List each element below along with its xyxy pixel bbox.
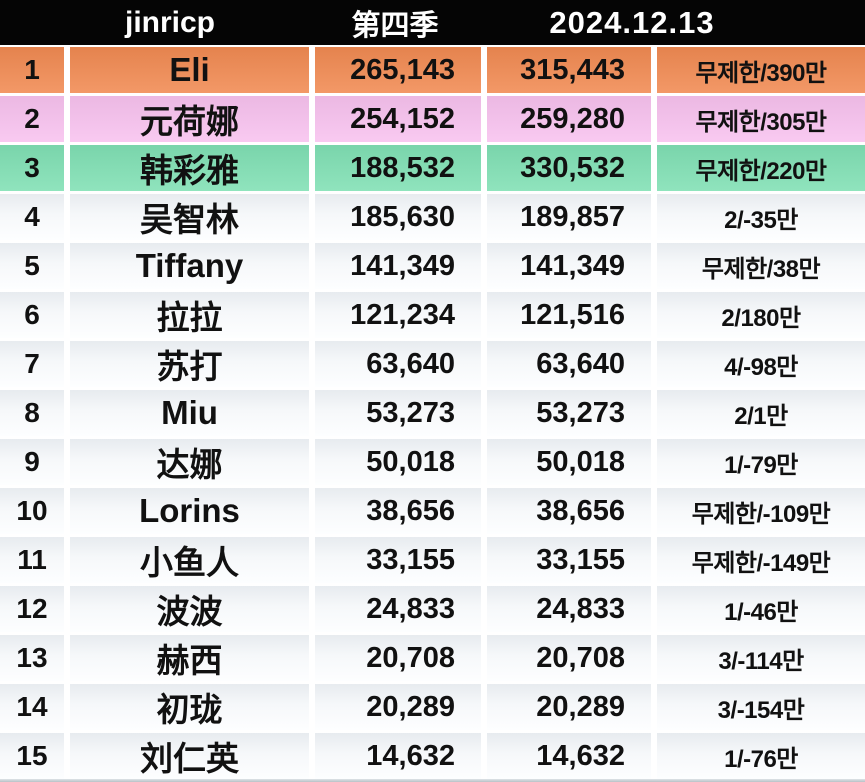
value2-cell: 315,443	[487, 47, 651, 93]
value1-cell: 265,143	[315, 47, 481, 93]
table-row: 12 波波 24,833 24,833 1/-46만	[0, 586, 865, 632]
table-row: 1 Eli 265,143 315,443 무제한/390만	[0, 47, 865, 93]
name-cell: 赫西	[70, 635, 309, 681]
table-row: 9 达娜 50,018 50,018 1/-79만	[0, 439, 865, 485]
quota-cell: 2/180만	[657, 292, 865, 338]
quota-cell: 무제한/390만	[657, 47, 865, 93]
value1-cell: 254,152	[315, 96, 481, 142]
value1-cell: 20,708	[315, 635, 481, 681]
table-bottom-edge	[0, 779, 865, 782]
value2-cell: 50,018	[487, 439, 651, 485]
value1-cell: 24,833	[315, 586, 481, 632]
table-row: 8 Miu 53,273 53,273 2/1만	[0, 390, 865, 436]
quota-cell: 무제한/38만	[657, 243, 865, 289]
table-row: 13 赫西 20,708 20,708 3/-114만	[0, 635, 865, 681]
table-row: 3 韩彩雅 188,532 330,532 무제한/220만	[0, 145, 865, 191]
name-cell: 韩彩雅	[70, 145, 309, 191]
value1-cell: 14,632	[315, 733, 481, 779]
value1-cell: 53,273	[315, 390, 481, 436]
value1-cell: 38,656	[315, 488, 481, 534]
value1-cell: 121,234	[315, 292, 481, 338]
table-header: jinricp 第四季 2024.12.13	[0, 0, 865, 45]
name-cell: 刘仁英	[70, 733, 309, 779]
name-cell: 达娜	[70, 439, 309, 485]
table-row: 15 刘仁英 14,632 14,632 1/-76만	[0, 733, 865, 779]
value1-cell: 185,630	[315, 194, 481, 240]
header-title: jinricp	[124, 5, 216, 39]
value1-cell: 20,289	[315, 684, 481, 730]
header-date: 2024.12.13	[549, 4, 715, 40]
quota-cell: 무제한/305만	[657, 96, 865, 142]
rank-cell: 9	[0, 439, 64, 485]
rank-cell: 13	[0, 635, 64, 681]
table-body: 1 Eli 265,143 315,443 무제한/390만 2 元荷娜 254…	[0, 45, 865, 779]
value2-cell: 20,289	[487, 684, 651, 730]
table-row: 4 吴智林 185,630 189,857 2/-35만	[0, 194, 865, 240]
quota-cell: 1/-76만	[657, 733, 865, 779]
value2-cell: 53,273	[487, 390, 651, 436]
value2-cell: 14,632	[487, 733, 651, 779]
table-row: 14 初珑 20,289 20,289 3/-154만	[0, 684, 865, 730]
value2-cell: 33,155	[487, 537, 651, 583]
name-cell: Tiffany	[70, 243, 309, 289]
quota-cell: 3/-114만	[657, 635, 865, 681]
value2-cell: 330,532	[487, 145, 651, 191]
quota-cell: 무제한/220만	[657, 145, 865, 191]
name-cell: 拉拉	[70, 292, 309, 338]
rank-cell: 2	[0, 96, 64, 142]
table-row: 5 Tiffany 141,349 141,349 무제한/38만	[0, 243, 865, 289]
rank-cell: 11	[0, 537, 64, 583]
value2-cell: 63,640	[487, 341, 651, 387]
table-row: 10 Lorins 38,656 38,656 무제한/-109만	[0, 488, 865, 534]
name-cell: Lorins	[70, 488, 309, 534]
table-row: 11 小鱼人 33,155 33,155 무제한/-149만	[0, 537, 865, 583]
value2-cell: 189,857	[487, 194, 651, 240]
name-cell: 元荷娜	[70, 96, 309, 142]
value1-cell: 33,155	[315, 537, 481, 583]
rank-cell: 4	[0, 194, 64, 240]
rank-cell: 15	[0, 733, 64, 779]
name-cell: 初珑	[70, 684, 309, 730]
rank-cell: 5	[0, 243, 64, 289]
rank-cell: 6	[0, 292, 64, 338]
value2-cell: 121,516	[487, 292, 651, 338]
name-cell: Miu	[70, 390, 309, 436]
name-cell: Eli	[70, 47, 309, 93]
value1-cell: 188,532	[315, 145, 481, 191]
table-row: 7 苏打 63,640 63,640 4/-98만	[0, 341, 865, 387]
quota-cell: 1/-79만	[657, 439, 865, 485]
quota-cell: 무제한/-109만	[657, 488, 865, 534]
rank-cell: 1	[0, 47, 64, 93]
name-cell: 吴智林	[70, 194, 309, 240]
value1-cell: 63,640	[315, 341, 481, 387]
rank-cell: 7	[0, 341, 64, 387]
value2-cell: 20,708	[487, 635, 651, 681]
rank-cell: 3	[0, 145, 64, 191]
header-season: 第四季	[351, 9, 439, 42]
quota-cell: 무제한/-149만	[657, 537, 865, 583]
quota-cell: 2/-35만	[657, 194, 865, 240]
quota-cell: 4/-98만	[657, 341, 865, 387]
quota-cell: 1/-46만	[657, 586, 865, 632]
table-row: 2 元荷娜 254,152 259,280 무제한/305만	[0, 96, 865, 142]
rank-cell: 14	[0, 684, 64, 730]
value2-cell: 259,280	[487, 96, 651, 142]
value1-cell: 50,018	[315, 439, 481, 485]
name-cell: 小鱼人	[70, 537, 309, 583]
quota-cell: 2/1만	[657, 390, 865, 436]
quota-cell: 3/-154만	[657, 684, 865, 730]
value2-cell: 38,656	[487, 488, 651, 534]
value2-cell: 141,349	[487, 243, 651, 289]
value2-cell: 24,833	[487, 586, 651, 632]
rank-cell: 10	[0, 488, 64, 534]
rank-cell: 8	[0, 390, 64, 436]
table-row: 6 拉拉 121,234 121,516 2/180만	[0, 292, 865, 338]
value1-cell: 141,349	[315, 243, 481, 289]
rank-cell: 12	[0, 586, 64, 632]
name-cell: 苏打	[70, 341, 309, 387]
name-cell: 波波	[70, 586, 309, 632]
